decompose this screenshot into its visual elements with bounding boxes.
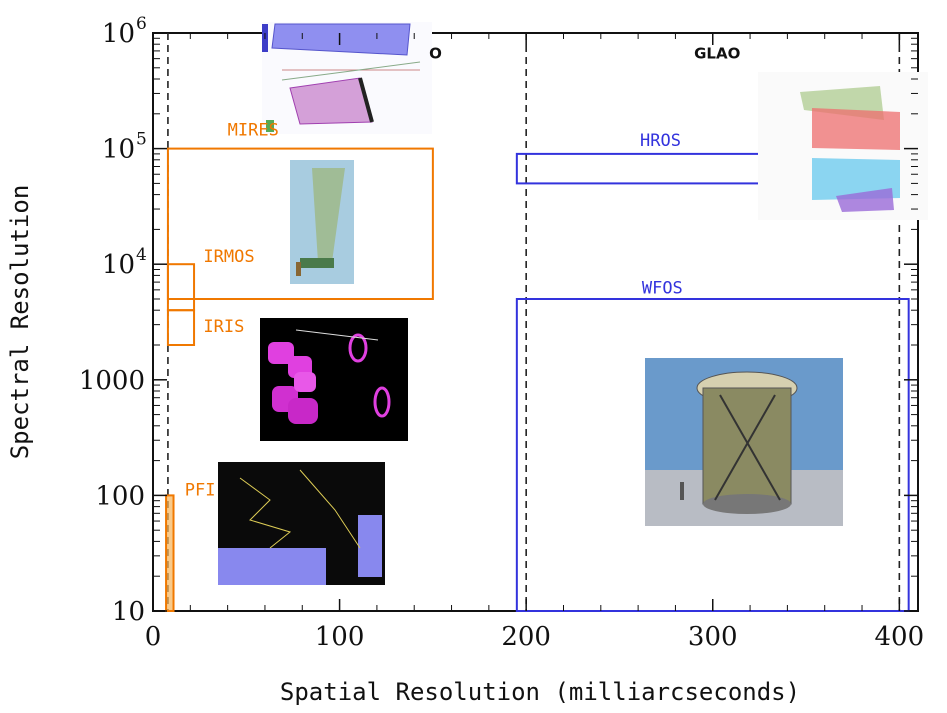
annotation-1: GLAO <box>694 45 740 63</box>
y-tick-label: 10 <box>112 597 145 627</box>
pfi-region <box>165 494 175 612</box>
y-tick-label: 10 <box>102 250 135 280</box>
x-tick-label: 200 <box>501 622 551 652</box>
y-tick-exponent: 4 <box>136 245 147 265</box>
y-tick-label: 1000 <box>79 366 145 396</box>
hros-region <box>515 152 770 185</box>
mires-label: MIRES <box>228 120 279 140</box>
y-tick-label: 100 <box>95 481 145 511</box>
wfos-label: WFOS <box>642 278 683 298</box>
irmos-region <box>166 263 196 312</box>
annotation-0: O <box>429 45 442 63</box>
y-tick-exponent: 5 <box>136 130 147 150</box>
irmos-label: IRMOS <box>203 247 254 267</box>
irmos-telescope-image <box>290 160 354 284</box>
mires-optics-image <box>262 22 432 134</box>
x-tick-label: 300 <box>688 622 738 652</box>
pfi-label: PFI <box>185 480 216 500</box>
iris-region <box>166 309 196 347</box>
hros-optics-image <box>758 72 928 220</box>
y-tick-exponent: 6 <box>136 14 147 34</box>
annotations: O GLAO <box>429 45 740 63</box>
x-axis-title: Spatial Resolution (milliarcseconds) <box>280 678 800 706</box>
x-tick-label: 400 <box>875 622 925 652</box>
hros-label: HROS <box>640 131 681 151</box>
y-tick-label: 10 <box>102 19 135 49</box>
iris-label: IRIS <box>203 317 244 337</box>
instrument-labels: MIRES IRMOS IRIS PFI HROS WFOS <box>185 120 683 500</box>
mires-region <box>166 147 434 300</box>
x-tick-label: 100 <box>315 622 365 652</box>
y-axis-title: Spectral Resolution <box>6 185 34 460</box>
iris-optics-image <box>260 318 408 441</box>
pfi-optics-image <box>218 462 385 585</box>
wfos-instrument-image <box>645 358 843 526</box>
x-tick-label: 0 <box>145 622 162 652</box>
y-tick-label: 10 <box>102 135 135 165</box>
